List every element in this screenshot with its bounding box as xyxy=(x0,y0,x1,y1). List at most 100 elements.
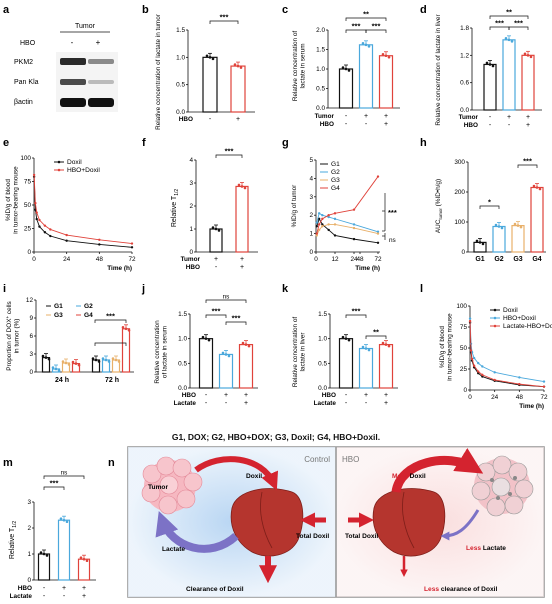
h-ytick-label: 100 xyxy=(454,219,465,226)
band-actin-hbo xyxy=(88,98,114,107)
chart-d: 0.0 0.6 1.2 1.8 Relative concentration of la… xyxy=(435,8,542,129)
l-series-point xyxy=(481,365,484,368)
k-bracket xyxy=(345,314,367,318)
h-point xyxy=(516,224,520,227)
g-series-point xyxy=(376,241,380,244)
f-bar xyxy=(209,228,223,253)
g-xtick-label: 48 xyxy=(356,256,364,263)
g-series-point xyxy=(317,223,321,226)
m-point xyxy=(45,554,49,557)
k-point xyxy=(344,337,348,340)
d-bar xyxy=(502,39,516,111)
g-series-point xyxy=(321,225,324,228)
l-xtick-label: 48 xyxy=(516,394,524,401)
i-point xyxy=(64,361,68,365)
chart-c: 0.0 0.5 1.0 1.5 2.0 Relative concentration of… xyxy=(292,10,400,128)
k-significance: ** xyxy=(373,328,379,337)
i-point xyxy=(54,367,58,371)
y-axis-label-line: Relative concentration xyxy=(154,320,161,384)
l-legend-label: Lactate-HBO+Doxil xyxy=(503,323,552,330)
k-bracket xyxy=(365,335,387,339)
d-ytick-label: 0.0 xyxy=(460,107,469,114)
g-series-point xyxy=(321,223,324,226)
i-point xyxy=(114,358,118,362)
l-series-point xyxy=(470,357,474,361)
c-point xyxy=(364,43,368,47)
e-x-axis-label: Time (h) xyxy=(107,265,132,272)
blot-plus: + xyxy=(96,38,101,47)
k-ytick-label: 1.0 xyxy=(318,336,327,343)
j-ytick-label: 1.0 xyxy=(178,336,187,343)
j-point xyxy=(241,341,245,345)
j-ytick-label: 0.5 xyxy=(178,360,187,367)
row-label: HBO xyxy=(179,116,193,123)
f-ytick-label: 1 xyxy=(189,226,193,233)
label-total-left: Total Doxil xyxy=(296,533,329,540)
m-point xyxy=(79,556,83,559)
e-ytick-label: 100 xyxy=(20,155,31,162)
g-series-point xyxy=(315,232,318,235)
i-legend-label: G3 xyxy=(54,312,63,319)
l-series-point xyxy=(481,373,484,377)
h-point xyxy=(500,226,504,230)
l-series-point xyxy=(477,361,480,365)
row-mark: + xyxy=(244,400,248,407)
row-mark: + xyxy=(364,392,368,399)
e-xtick-label: 0 xyxy=(32,256,36,263)
k-bar xyxy=(378,343,394,389)
g-series-point xyxy=(376,175,380,178)
i-point xyxy=(124,327,128,331)
g-series-point xyxy=(327,215,330,219)
k-point xyxy=(341,335,345,339)
row-mark: - xyxy=(43,585,46,592)
arrow-doxil-right xyxy=(391,448,484,494)
e-legend-label: HBO+Doxil xyxy=(67,167,100,174)
g-series-point xyxy=(333,234,337,237)
j-ytick-label: 0.0 xyxy=(178,385,187,392)
y-axis-label-line: of lactate in serum xyxy=(162,326,169,378)
d-bar xyxy=(521,54,535,111)
western-blot-panel: Tumor HBO - + PKM2 Pan Kla βactin xyxy=(14,23,118,112)
i-legend-label: G4 xyxy=(84,312,93,319)
b-ytick-label: 1.5 xyxy=(176,27,185,34)
k-bar xyxy=(338,338,354,389)
row-mark: - xyxy=(365,400,368,407)
row-mark: - xyxy=(225,400,228,407)
label-lactate-left: Lactate xyxy=(162,546,185,553)
d-significance: *** xyxy=(514,19,523,28)
g-x-axis-label: Time (h) xyxy=(355,265,380,272)
g-series-point xyxy=(333,217,337,221)
f-point xyxy=(211,226,215,229)
blot-minus: - xyxy=(71,38,74,47)
g-ytick-label: 3 xyxy=(309,194,313,201)
j-point xyxy=(221,351,225,355)
g-xtick-label: 24 xyxy=(350,256,358,263)
h-point xyxy=(532,184,536,188)
i-ytick-label: 12 xyxy=(26,297,34,304)
c-bar xyxy=(378,55,394,109)
j-point xyxy=(201,335,205,339)
i-point xyxy=(71,360,75,364)
g-series-point xyxy=(327,223,330,226)
f-point xyxy=(217,229,221,232)
g-series-point xyxy=(317,217,321,221)
j-bracket xyxy=(205,299,247,303)
k-point xyxy=(384,343,388,346)
l-ytick-label: 75 xyxy=(460,324,468,331)
band-label-pankla: Pan Kla xyxy=(14,79,39,86)
y-axis-label-line: %ID/g of blood xyxy=(5,179,12,221)
g-ytick-label: 4 xyxy=(309,175,313,182)
c-point xyxy=(367,45,371,48)
l-series-point xyxy=(472,356,476,360)
l-series-point xyxy=(493,378,496,382)
b-point xyxy=(208,56,212,59)
e-ytick-label: 0 xyxy=(27,249,31,256)
y-axis-label-line: in tumor-bearing mouse xyxy=(447,313,454,381)
h-bracket xyxy=(517,164,538,168)
e-series-point xyxy=(34,201,37,205)
y-axis-label: Relative concentration oflactate in seru… xyxy=(292,31,307,102)
i-point xyxy=(51,366,55,369)
c-ytick-label: 1.0 xyxy=(316,66,325,73)
panel-label-m: m xyxy=(3,457,13,469)
